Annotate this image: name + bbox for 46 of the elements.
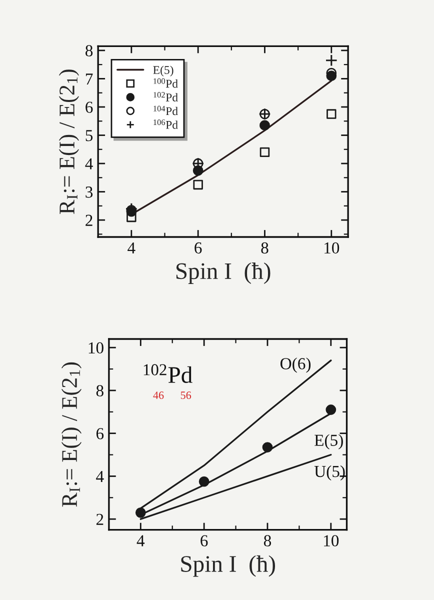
- annotation: 56: [180, 392, 192, 400]
- point: [198, 476, 210, 487]
- x-tick-label: 8: [264, 535, 272, 546]
- point: [135, 507, 146, 518]
- point: [260, 147, 270, 158]
- x-tick-label: 4: [136, 535, 145, 546]
- y-tick-label: 8: [86, 45, 93, 56]
- legend-label: $^{100}$Pd: [154, 78, 178, 88]
- x-tick-label: 4: [128, 242, 136, 254]
- y-tick-label: 10: [88, 342, 104, 354]
- x-axis-title: Spin I (ħ): [176, 262, 270, 284]
- y-tick-label: 4: [85, 158, 93, 170]
- point: [262, 442, 273, 452]
- point: [326, 70, 337, 82]
- x-axis-title: Spin I (ħ): [181, 555, 276, 577]
- annotation: 46: [153, 392, 164, 400]
- point: [126, 212, 136, 222]
- point: [325, 54, 338, 66]
- legend-label: E(5): [153, 66, 174, 76]
- x-tick-label: 6: [200, 535, 208, 546]
- y-tick-label: 2: [86, 214, 92, 226]
- y-tick-label: 6: [96, 428, 104, 440]
- y-tick-label: 7: [86, 74, 93, 84]
- legend-label: U(5): [314, 465, 345, 480]
- annotation: $^{102}$Pd: [144, 364, 192, 383]
- point: [193, 180, 203, 190]
- y-tick-label: 3: [86, 186, 93, 198]
- y-tick-label: 2: [96, 514, 104, 525]
- legend-label: $^{102}$Pd: [154, 92, 178, 102]
- point: [326, 404, 336, 415]
- x-tick-label: 8: [261, 242, 268, 254]
- legend-label: $^{104}$Pd: [154, 106, 178, 116]
- legend-label: E(5): [314, 434, 343, 450]
- y-tick-label: 5: [86, 130, 93, 142]
- x-tick-label: 10: [324, 242, 340, 254]
- y-tick-label: 6: [86, 102, 93, 113]
- y-tick-label: 4: [96, 471, 104, 482]
- y-tick-label: 8: [96, 385, 104, 396]
- x-tick-label: 10: [324, 535, 339, 546]
- x-tick-label: 6: [194, 242, 202, 254]
- legend-label: $^{106}$Pd: [154, 119, 178, 129]
- y-axis-title: R$_{I}$:= E(I) / E(2$_{1}$): [58, 70, 80, 214]
- point: [260, 120, 270, 131]
- point: [326, 109, 336, 119]
- y-axis-title: R$_{I}$:= E(I) / E(2$_{1}$): [61, 362, 82, 507]
- legend-label: O(6): [280, 358, 311, 373]
